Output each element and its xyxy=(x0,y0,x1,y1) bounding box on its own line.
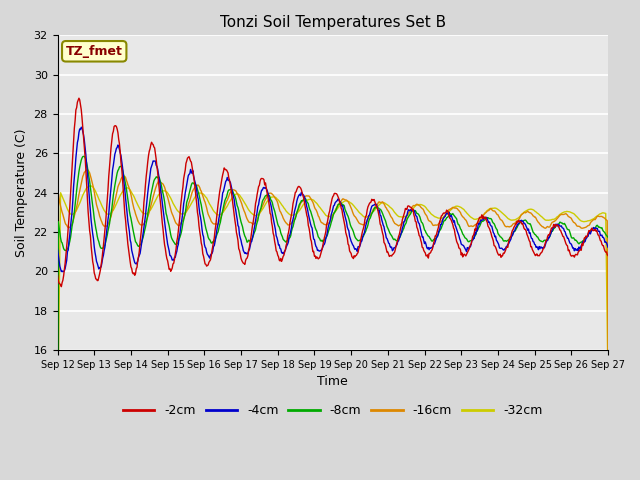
Legend: -2cm, -4cm, -8cm, -16cm, -32cm: -2cm, -4cm, -8cm, -16cm, -32cm xyxy=(118,399,548,422)
Title: Tonzi Soil Temperatures Set B: Tonzi Soil Temperatures Set B xyxy=(220,15,446,30)
X-axis label: Time: Time xyxy=(317,375,348,388)
Y-axis label: Soil Temperature (C): Soil Temperature (C) xyxy=(15,129,28,257)
Text: TZ_fmet: TZ_fmet xyxy=(66,45,123,58)
